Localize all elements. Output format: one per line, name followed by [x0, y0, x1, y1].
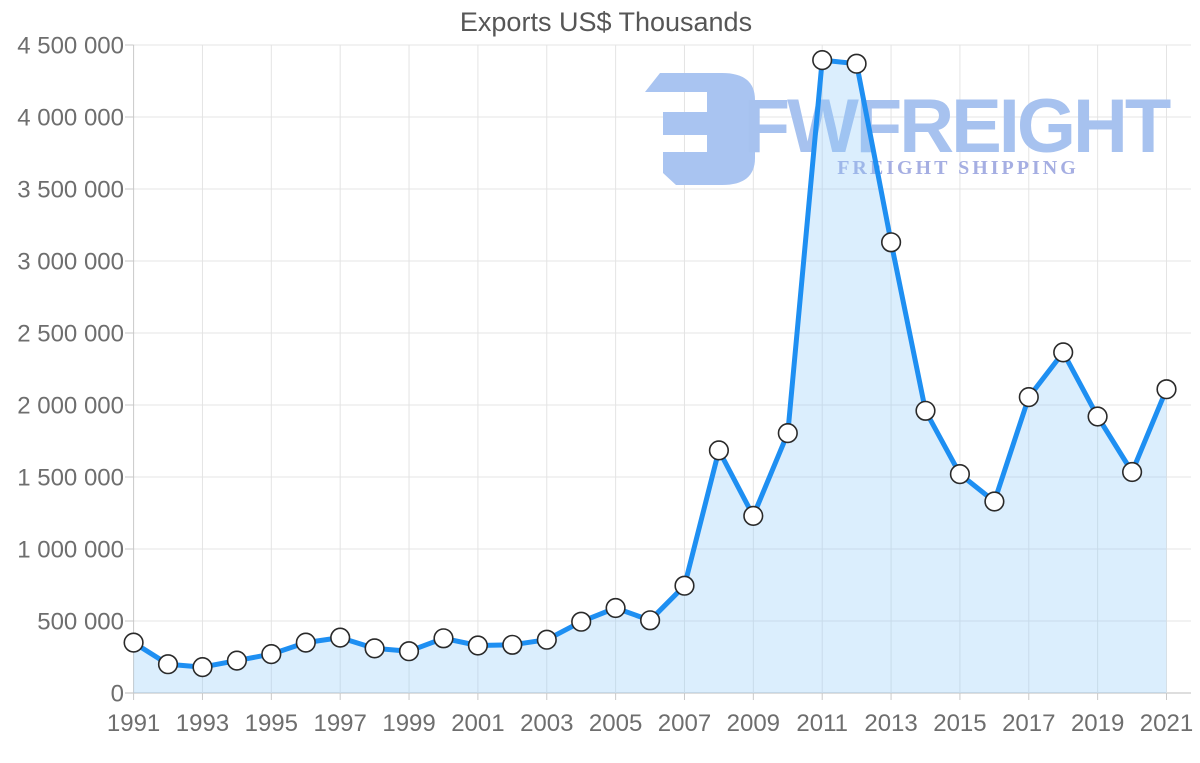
data-point-marker-1996[interactable] — [295, 632, 316, 653]
x-tick-label: 2017 — [1002, 710, 1055, 737]
y-tick-label: 2 500 000 — [17, 321, 124, 348]
x-tick-label: 1991 — [107, 710, 160, 737]
fwfreight-logo-icon — [645, 73, 755, 185]
chart-title: Exports US$ Thousands — [460, 7, 752, 37]
x-tick-label: 1999 — [382, 710, 435, 737]
data-point-marker-2004[interactable] — [571, 611, 592, 632]
series-area-fill — [133, 60, 1167, 694]
y-tick-label: 3 500 000 — [17, 177, 124, 204]
data-point-marker-2012[interactable] — [846, 53, 867, 74]
y-tick-label: 500 000 — [37, 609, 124, 636]
x-tick-label: 2003 — [520, 710, 573, 737]
data-point-marker-1992[interactable] — [157, 654, 179, 675]
x-tick-label: 2013 — [864, 710, 917, 737]
data-point-marker-2002[interactable] — [502, 634, 523, 655]
axis-labels-layer: 0 500 000 1 000 000 1 500 000 2 000 000 2 500… — [17, 33, 1193, 738]
data-point-marker-1994[interactable] — [226, 650, 247, 671]
data-point-marker-2008[interactable] — [708, 440, 730, 461]
data-point-marker-2021[interactable] — [1156, 379, 1177, 400]
x-tick-label: 2009 — [727, 710, 780, 737]
data-point-marker-2020[interactable] — [1121, 461, 1143, 483]
data-point-marker-2019[interactable] — [1087, 406, 1108, 427]
grid-layer — [125, 44, 1191, 700]
data-point-marker-1993[interactable] — [192, 656, 213, 678]
data-point-marker-2017[interactable] — [1018, 387, 1039, 408]
x-tick-label: 2015 — [933, 710, 986, 737]
x-tick-label: 2007 — [658, 710, 711, 737]
data-point-marker-1997[interactable] — [330, 627, 351, 648]
x-tick-label: 2005 — [589, 710, 642, 737]
data-point-marker-2007[interactable] — [674, 575, 695, 596]
y-tick-label: 1 000 000 — [17, 537, 124, 564]
y-tick-label: 4 500 000 — [17, 33, 124, 60]
data-point-marker-2001[interactable] — [467, 635, 489, 656]
data-point-marker-1995[interactable] — [261, 643, 282, 665]
data-point-marker-2010[interactable] — [777, 423, 798, 444]
data-point-marker-2013[interactable] — [880, 232, 902, 253]
x-tick-label: 2001 — [451, 710, 504, 737]
data-point-marker-2009[interactable] — [743, 505, 764, 527]
data-point-marker-1999[interactable] — [398, 641, 420, 662]
x-tick-label: 1997 — [313, 710, 366, 737]
data-point-marker-2018[interactable] — [1053, 342, 1074, 363]
x-tick-label: 2011 — [796, 710, 848, 737]
data-point-marker-1991[interactable] — [123, 632, 144, 653]
x-tick-label: 1995 — [245, 710, 298, 737]
data-point-marker-2014[interactable] — [915, 400, 936, 421]
data-point-marker-2006[interactable] — [639, 610, 661, 631]
data-point-marker-2011[interactable] — [812, 49, 833, 71]
watermark: FWFREIGHT FREIGHT SHIPPING — [645, 73, 1174, 185]
data-point-marker-1998[interactable] — [364, 638, 385, 659]
data-point-marker-2000[interactable] — [433, 628, 454, 649]
data-point-marker-2003[interactable] — [536, 629, 557, 650]
brand-tagline-text: FREIGHT SHIPPING — [837, 157, 1079, 179]
y-tick-label: 1 500 000 — [17, 465, 124, 492]
y-tick-label: 3 000 000 — [17, 249, 124, 276]
data-point-marker-2015[interactable] — [949, 464, 971, 485]
x-tick-label: 2019 — [1071, 710, 1124, 737]
x-tick-label: 2021 — [1140, 710, 1193, 737]
data-point-marker-2016[interactable] — [984, 491, 1005, 512]
series-layer — [123, 49, 1177, 694]
x-tick-label: 1993 — [176, 710, 229, 737]
y-tick-label: 4 000 000 — [17, 105, 124, 132]
data-point-marker-2005[interactable] — [605, 597, 626, 619]
y-tick-label: 0 — [111, 681, 124, 708]
y-tick-label: 2 000 000 — [17, 393, 124, 420]
